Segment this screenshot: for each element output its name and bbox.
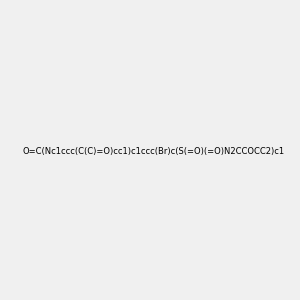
Text: O=C(Nc1ccc(C(C)=O)cc1)c1ccc(Br)c(S(=O)(=O)N2CCOCC2)c1: O=C(Nc1ccc(C(C)=O)cc1)c1ccc(Br)c(S(=O)(=… — [23, 147, 285, 156]
